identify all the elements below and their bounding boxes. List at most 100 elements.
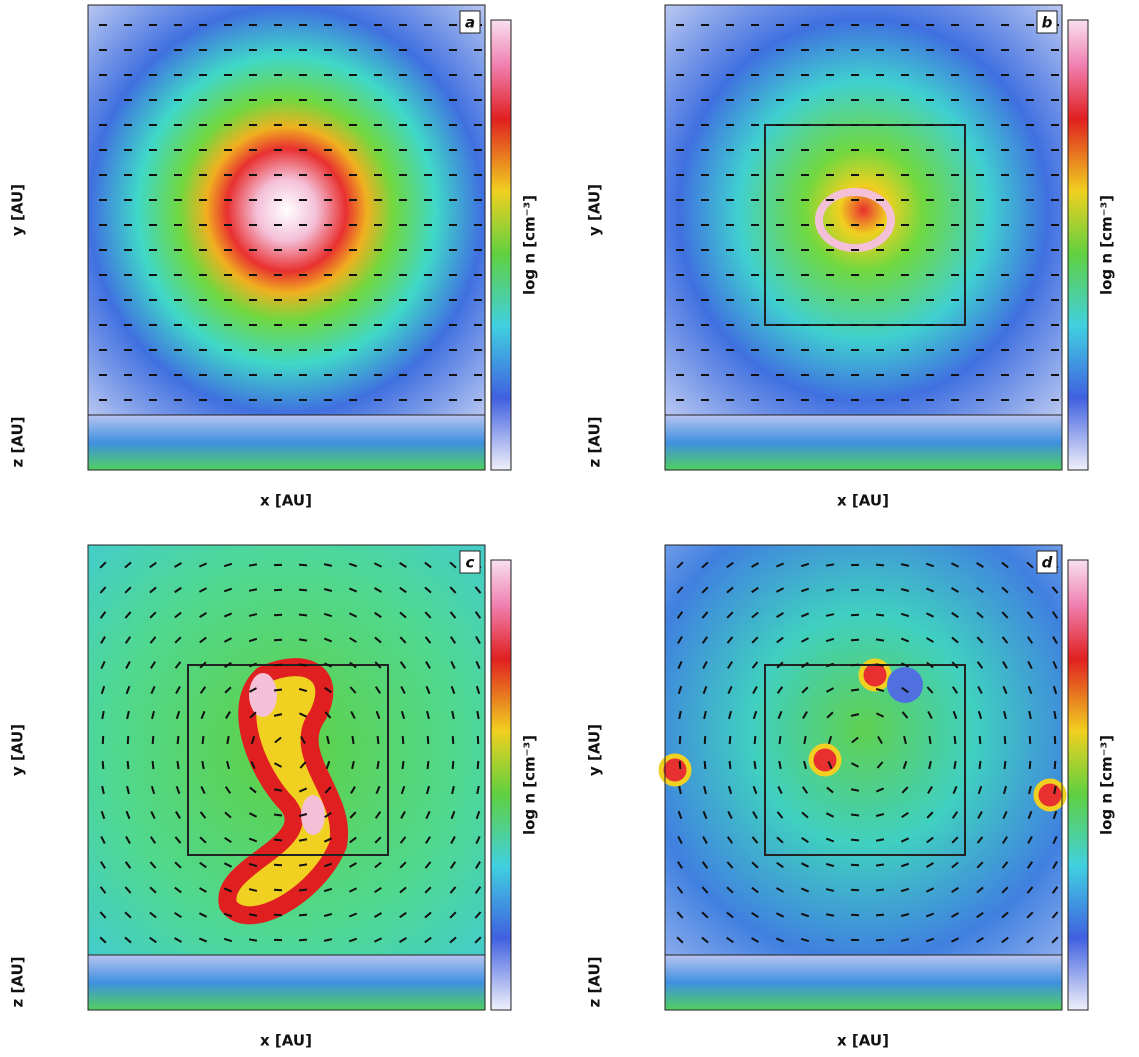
velocity-arrow — [901, 686, 909, 694]
velocity-arrow — [399, 661, 407, 669]
velocity-arrow — [250, 735, 256, 745]
velocity-arrow — [953, 735, 957, 745]
velocity-arrow — [474, 611, 482, 619]
velocity-arrow — [903, 735, 907, 745]
velocity-arrow — [951, 587, 959, 593]
velocity-arrow — [349, 862, 357, 868]
velocity-arrow — [449, 586, 457, 594]
velocity-arrow — [248, 588, 258, 592]
velocity-arrow — [951, 661, 959, 669]
core — [858, 658, 892, 692]
velocity-arrow — [351, 760, 355, 770]
panel-label: c — [466, 554, 475, 572]
velocity-arrow — [977, 785, 983, 795]
velocity-arrow — [702, 836, 708, 844]
velocity-arrow — [223, 887, 233, 893]
velocity-arrow — [223, 587, 233, 593]
velocity-arrow — [348, 937, 358, 943]
side-map — [664, 414, 1063, 471]
velocity-arrow — [850, 713, 860, 717]
velocity-arrow — [977, 811, 983, 819]
velocity-arrow — [273, 688, 283, 692]
velocity-arrow — [174, 886, 182, 894]
velocity-arrow — [224, 686, 232, 694]
velocity-arrow — [1051, 586, 1059, 594]
velocity-arrow — [298, 687, 308, 693]
velocity-arrow — [399, 611, 407, 619]
velocity-arrow — [1026, 611, 1034, 619]
velocity-arrow — [677, 835, 683, 845]
velocity-arrow — [701, 636, 709, 644]
velocity-arrow — [751, 937, 759, 943]
velocity-arrow — [425, 685, 431, 695]
velocity-arrow — [400, 710, 406, 720]
velocity-arrow — [375, 785, 381, 795]
velocity-arrow — [124, 636, 132, 644]
velocity-arrow — [449, 886, 457, 894]
y-axis-label: y [AU] — [586, 724, 604, 776]
velocity-arrow — [248, 938, 258, 942]
velocity-arrow — [701, 561, 709, 569]
side-map — [87, 954, 486, 1011]
velocity-arrow — [401, 735, 405, 745]
velocity-arrow — [223, 612, 233, 618]
velocity-arrow — [323, 662, 333, 668]
velocity-arrow — [451, 785, 455, 795]
velocity-arrow — [101, 760, 105, 770]
velocity-arrow — [100, 861, 106, 869]
velocity-arrow — [399, 586, 407, 594]
velocity-arrow — [727, 685, 733, 695]
velocity-arrow — [298, 813, 308, 817]
velocity-arrow — [678, 710, 682, 720]
velocity-arrow — [374, 912, 382, 918]
density-map — [88, 5, 485, 415]
velocity-arrow — [449, 561, 457, 569]
velocity-arrow — [1001, 886, 1009, 894]
velocity-arrow — [953, 760, 957, 770]
velocity-arrow — [201, 760, 205, 770]
velocity-arrow — [976, 586, 984, 594]
velocity-arrow — [676, 936, 684, 944]
velocity-arrow — [702, 810, 708, 820]
velocity-arrow — [875, 638, 885, 642]
velocity-arrow — [350, 786, 356, 794]
velocity-arrow — [323, 862, 333, 868]
velocity-arrow — [376, 735, 380, 745]
velocity-arrow — [298, 938, 308, 942]
velocity-arrow — [726, 561, 734, 569]
velocity-arrow — [825, 613, 835, 617]
velocity-arrow — [726, 936, 734, 944]
velocity-arrow — [425, 810, 431, 820]
velocity-arrow — [1026, 636, 1034, 644]
velocity-arrow — [474, 586, 482, 594]
velocity-arrow — [800, 912, 810, 918]
velocity-arrow — [176, 760, 180, 770]
velocity-arrow — [701, 611, 709, 619]
zoom-box — [764, 664, 966, 856]
velocity-arrow — [449, 611, 457, 619]
velocity-arrow — [778, 735, 782, 745]
velocity-arrow — [900, 837, 910, 843]
velocity-arrow — [1003, 735, 1007, 745]
velocity-arrow — [249, 687, 257, 693]
velocity-arrow — [1002, 810, 1008, 820]
velocity-arrow — [825, 812, 835, 818]
velocity-arrow — [951, 636, 959, 644]
velocity-arrow — [149, 611, 157, 619]
cavity — [887, 667, 923, 703]
velocity-arrow — [677, 636, 683, 644]
velocity-arrow — [124, 886, 132, 894]
velocity-arrow — [99, 911, 107, 919]
velocity-arrow — [324, 811, 332, 819]
velocity-arrow — [348, 562, 358, 568]
velocity-arrow — [199, 686, 207, 694]
velocity-arrow — [901, 711, 909, 719]
velocity-arrow — [451, 710, 455, 720]
velocity-arrow — [701, 911, 709, 919]
velocity-arrow — [850, 663, 860, 667]
velocity-arrow — [400, 811, 406, 819]
velocity-arrow — [1026, 861, 1034, 869]
velocity-arrow — [951, 611, 959, 619]
velocity-arrow — [726, 886, 734, 894]
